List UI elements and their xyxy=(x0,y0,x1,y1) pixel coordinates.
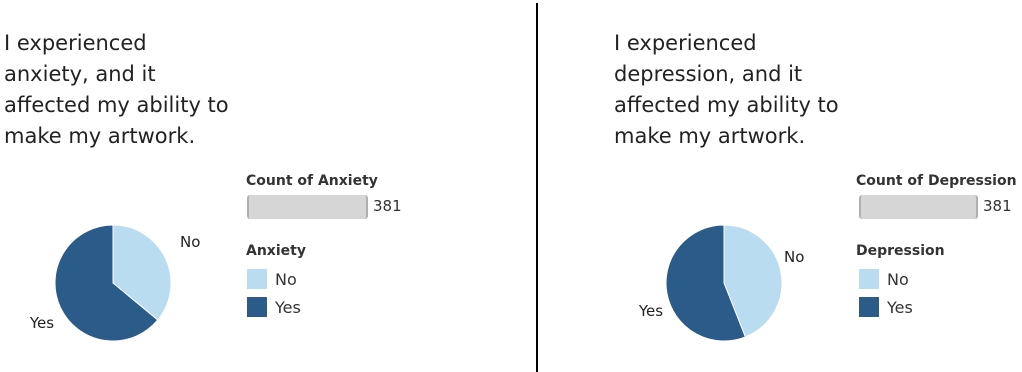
legend-item-yes[interactable]: Yes xyxy=(247,296,301,318)
chart-title: I experienced depression, and it affecte… xyxy=(614,28,854,152)
legend-swatch xyxy=(247,269,267,289)
title-line: anxiety, and it xyxy=(4,62,156,86)
count-bar xyxy=(247,195,368,219)
pie-label-yes: Yes xyxy=(638,302,663,320)
anxiety-panel: I experienced anxiety, and it affected m… xyxy=(4,28,402,342)
title-line: I experienced xyxy=(4,31,147,55)
anxiety-pie-chart: No Yes xyxy=(29,224,200,342)
title-line: make my artwork. xyxy=(4,124,196,148)
legend-swatch xyxy=(859,269,879,289)
legend-label: Yes xyxy=(275,297,301,317)
legend-swatch xyxy=(859,297,879,317)
legend-item-yes[interactable]: Yes xyxy=(859,296,913,318)
legend-swatch xyxy=(247,297,267,317)
count-value: 381 xyxy=(373,197,402,215)
legend-title: Depression xyxy=(856,243,945,259)
depression-panel: I experienced depression, and it affecte… xyxy=(541,0,1022,372)
legend-label: No xyxy=(887,269,909,289)
legend-item-no[interactable]: No xyxy=(859,268,909,290)
pie-label-yes: Yes xyxy=(29,314,54,332)
panel-divider xyxy=(536,3,538,372)
count-title: Count of Depression xyxy=(856,173,1017,189)
pie-slice-no[interactable] xyxy=(112,224,172,321)
title-line: affected my ability to xyxy=(4,93,229,117)
legend-label: Yes xyxy=(887,297,913,317)
count-value: 381 xyxy=(983,197,1012,215)
legend-item-no[interactable]: No xyxy=(247,268,297,290)
count-bar xyxy=(859,195,978,219)
legend-label: No xyxy=(275,269,297,289)
title-line: make my artwork. xyxy=(614,124,806,148)
count-title: Count of Anxiety xyxy=(246,173,378,189)
title-line: depression, and it xyxy=(614,62,803,86)
pie-label-no: No xyxy=(784,248,804,266)
pie-label-no: No xyxy=(180,233,200,251)
title-line: I experienced xyxy=(614,31,757,55)
chart-title: I experienced anxiety, and it affected m… xyxy=(4,28,244,152)
title-line: affected my ability to xyxy=(614,93,839,117)
legend-title: Anxiety xyxy=(246,243,306,259)
depression-pie-chart: No Yes xyxy=(638,224,804,342)
pie-slice-no[interactable] xyxy=(723,224,783,338)
pie-slice-yes[interactable] xyxy=(665,224,747,342)
pie-slice-yes[interactable] xyxy=(54,224,159,342)
